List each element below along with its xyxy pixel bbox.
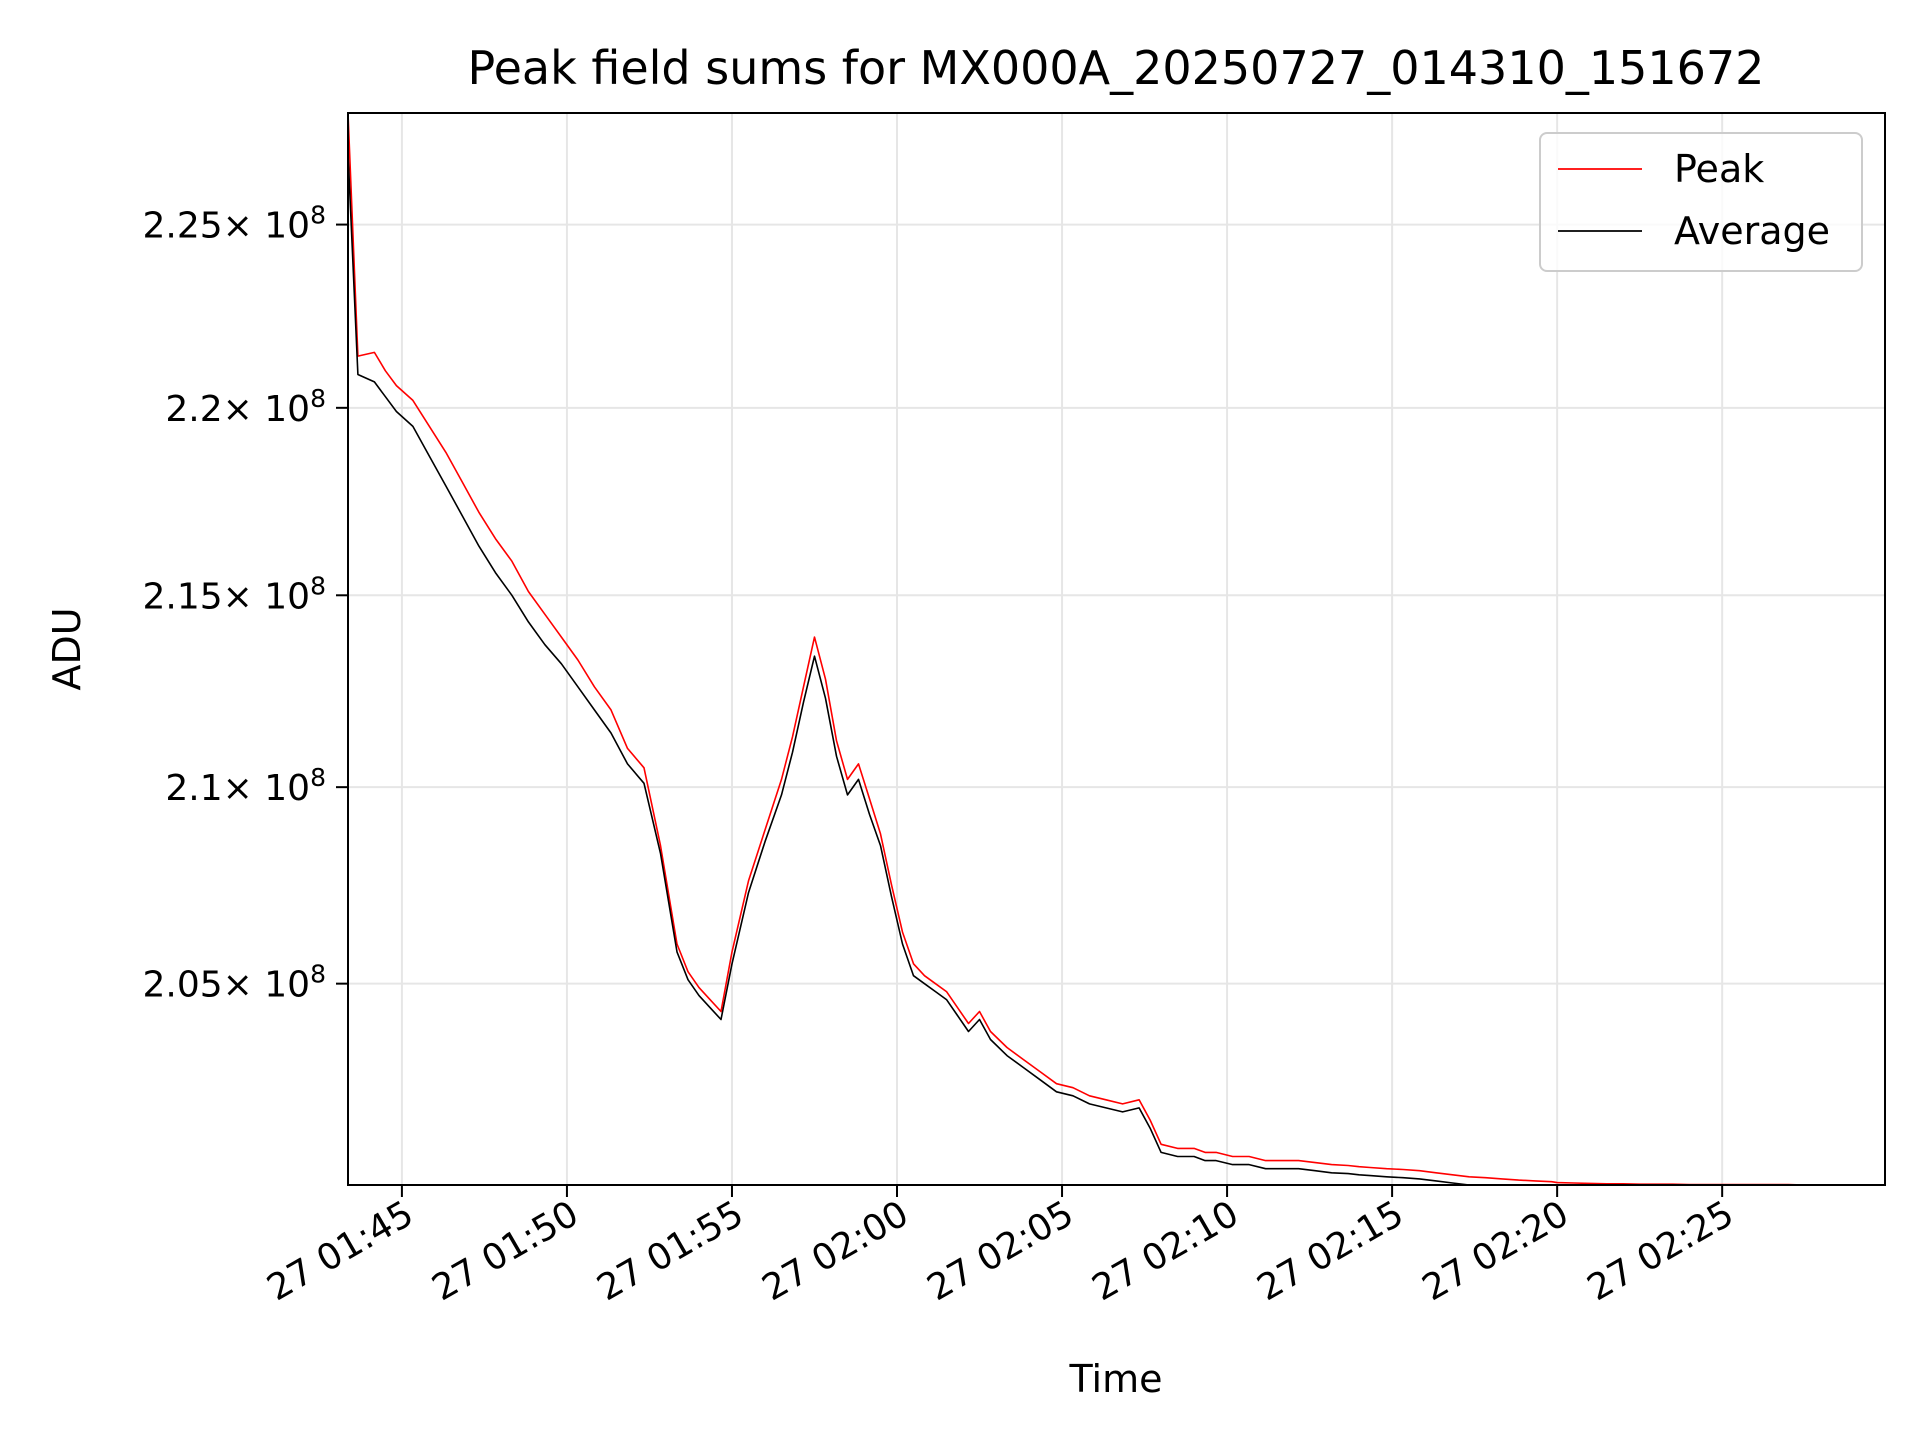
plot-frame <box>347 112 1886 1186</box>
chart-title: Peak field sums for MX000A_20250727_0143… <box>468 41 1765 95</box>
y-axis: 2.05× 108 2.1× 108 2.15× 108 2.2× 108 2.25× … <box>143 200 348 1006</box>
legend-label-average: Average <box>1674 209 1830 253</box>
y-tick-label: 2.15× 108 <box>143 571 326 618</box>
x-axis-label: Time <box>1069 1357 1163 1401</box>
y-tick-label: 2.25× 108 <box>143 200 326 247</box>
legend: Peak Average <box>1539 132 1863 272</box>
y-axis-label: ADU <box>45 607 89 690</box>
legend-label-peak: Peak <box>1674 147 1764 191</box>
legend-box <box>1539 132 1863 272</box>
grid <box>348 113 1885 1185</box>
y-tick-label: 2.05× 108 <box>143 959 326 1006</box>
series-line-peak <box>347 112 1885 1186</box>
y-tick-label: 2.1× 108 <box>165 763 326 810</box>
y-tick-label: 2.2× 108 <box>165 383 326 430</box>
